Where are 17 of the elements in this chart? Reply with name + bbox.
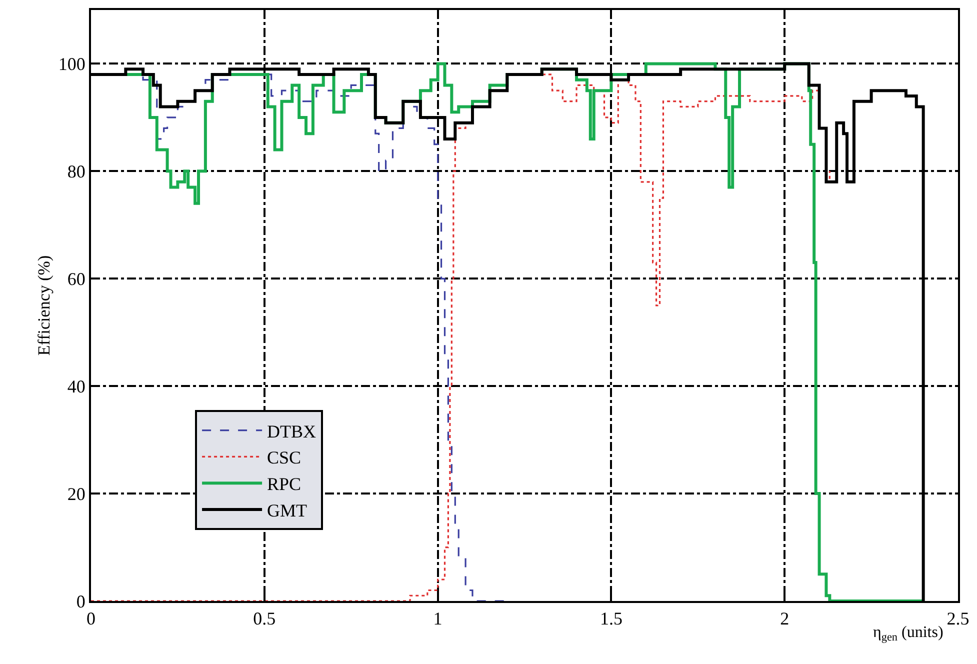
legend-label: GMT xyxy=(267,500,308,520)
y-axis-title: Efficiency (%) xyxy=(34,255,54,356)
y-tick-label: 0 xyxy=(76,591,86,612)
legend-label: CSC xyxy=(267,448,302,468)
x-tick-label: 1 xyxy=(433,608,442,629)
y-tick-label: 20 xyxy=(67,484,86,504)
x-tick-label: 0.5 xyxy=(253,608,276,629)
x-axis-title: η$_{gen}$ (units) xyxy=(873,624,944,644)
x-tick-label: 2.5 xyxy=(946,608,970,629)
legend-label: DTBX xyxy=(267,421,316,442)
y-tick-label: 40 xyxy=(67,376,86,396)
y-tick-label: 100 xyxy=(58,54,86,74)
legend-label: RPC xyxy=(267,474,302,494)
x-tick-label: 2 xyxy=(780,608,790,629)
y-tick-label: 80 xyxy=(67,161,86,182)
x-tick-label: 1.5 xyxy=(600,608,622,629)
y-tick-label: 60 xyxy=(67,268,86,289)
